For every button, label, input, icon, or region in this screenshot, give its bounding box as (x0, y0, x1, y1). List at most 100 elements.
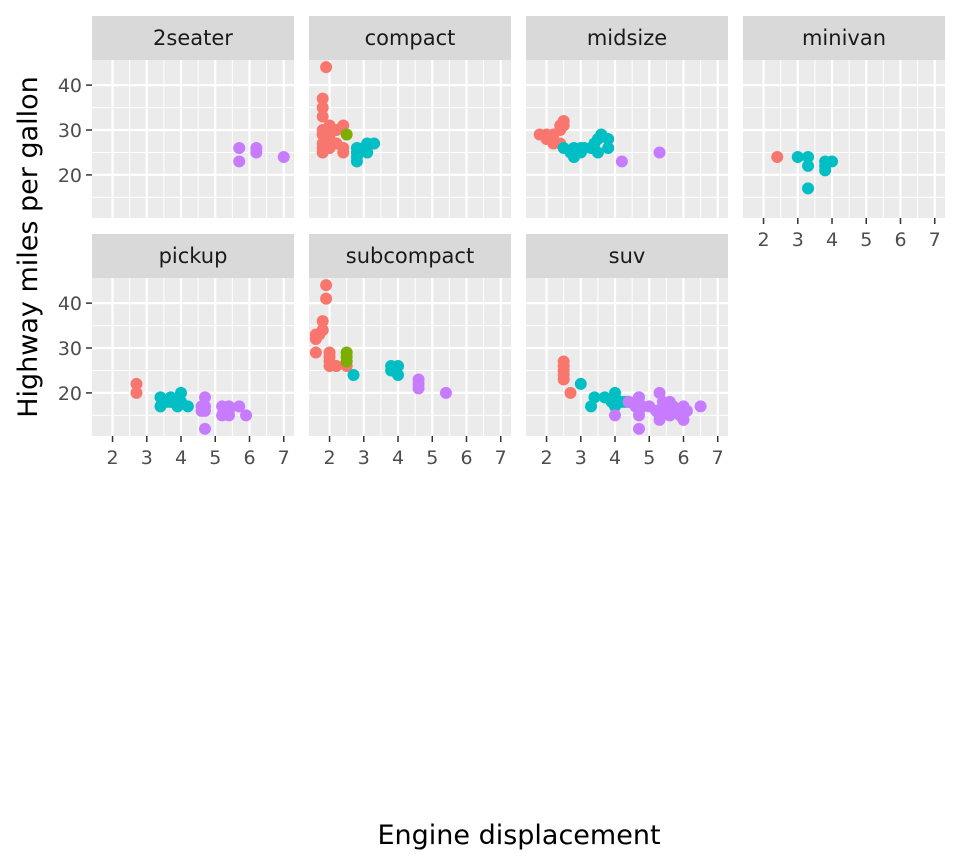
data-point (771, 150, 784, 163)
x-tick-label: 7 (278, 447, 290, 469)
data-point (181, 400, 194, 413)
x-tick-label: 6 (243, 447, 255, 469)
x-tick-label: 5 (860, 229, 872, 251)
strip-minivan (743, 16, 945, 60)
data-point (198, 422, 211, 435)
data-point (130, 377, 143, 390)
x-tick-label: 7 (712, 447, 724, 469)
x-tick-label: 2 (757, 229, 769, 251)
data-point (694, 400, 707, 413)
data-point (368, 137, 381, 150)
data-point (240, 409, 253, 422)
data-point (347, 368, 360, 381)
strip-label-midsize: midsize (587, 26, 667, 50)
strip-subcompact (309, 234, 511, 278)
strip-label-subcompact: subcompact (346, 244, 474, 268)
panel-minivan: minivan (743, 16, 945, 218)
data-point (574, 146, 587, 159)
data-point (602, 133, 615, 145)
data-point (198, 404, 211, 417)
x-tick-label: 3 (575, 447, 587, 469)
y-tick-label: 30 (58, 120, 82, 142)
data-point (802, 159, 815, 172)
strip-compact (309, 16, 511, 60)
data-point (802, 150, 815, 163)
data-point (337, 146, 350, 159)
x-tick-label: 4 (609, 447, 621, 469)
strip-midsize (526, 16, 728, 60)
data-point (320, 279, 333, 292)
y-tick-label: 30 (58, 338, 82, 360)
x-tick-label: 5 (426, 447, 438, 469)
plot-background-suv (526, 278, 728, 436)
data-point (588, 137, 601, 150)
y-tick-label: 20 (58, 383, 82, 405)
x-tick-label: 7 (495, 447, 507, 469)
panel-midsize: midsize (526, 16, 728, 218)
x-axes: 2 3 4 5 6 72 3 4 5 6 7 2 3 4 5 6 7 2 3 4 5 6 7 (106, 218, 941, 469)
data-point (316, 124, 329, 137)
x-tick-label: 2 (323, 447, 335, 469)
x-tick-label: 6 (894, 229, 906, 251)
panel-subcompact: subcompact (309, 234, 511, 436)
y-axes: 20 30 40 20 30 40 (58, 75, 92, 405)
strip-suv (526, 234, 728, 278)
data-point (222, 409, 235, 422)
plot-background-compact (309, 60, 511, 218)
data-point (316, 110, 329, 123)
data-point (656, 395, 669, 408)
data-point (316, 101, 329, 114)
data-point (350, 150, 363, 163)
data-point (198, 391, 211, 404)
x-tick-label: 5 (209, 447, 221, 469)
data-point (543, 133, 556, 145)
data-point (392, 368, 405, 381)
data-point (605, 395, 618, 408)
y-axis-title: Highway miles per gallon (13, 76, 44, 418)
data-point (609, 409, 622, 422)
data-point (316, 324, 329, 337)
data-point (802, 182, 815, 195)
plot-background-minivan (743, 60, 945, 218)
facet-panels: 2seater compact midsize minivan pickup subcom… (92, 16, 945, 436)
data-point (233, 141, 246, 154)
data-point (653, 146, 666, 159)
x-tick-label: 3 (792, 229, 804, 251)
strip-label-suv: suv (609, 244, 646, 268)
x-axis-title: Engine displacement (377, 820, 660, 851)
data-point (615, 155, 628, 168)
data-point (233, 155, 246, 168)
x-tick-label: 7 (929, 229, 941, 251)
data-point (574, 377, 587, 390)
data-point (412, 382, 425, 395)
data-point (791, 150, 804, 163)
data-point (340, 355, 353, 368)
data-point (340, 128, 353, 141)
plot-background-pickup (92, 278, 294, 436)
data-point (564, 146, 577, 159)
data-point (826, 155, 839, 168)
strip-label-2seater: 2seater (153, 26, 233, 50)
x-tick-label: 4 (826, 229, 838, 251)
data-point (557, 119, 570, 132)
y-tick-label: 40 (58, 75, 82, 97)
data-point (392, 359, 405, 372)
data-point (316, 315, 329, 328)
data-point (557, 373, 570, 386)
data-point (277, 150, 290, 163)
panel-suv: suv (526, 234, 728, 436)
data-point (323, 355, 336, 368)
data-point (588, 391, 601, 404)
data-point (316, 137, 329, 150)
x-tick-label: 2 (106, 447, 118, 469)
data-point (130, 386, 143, 399)
data-point (233, 400, 246, 413)
plot-background-2seater (92, 60, 294, 218)
data-point (175, 386, 188, 399)
data-point (602, 141, 615, 154)
data-point (357, 141, 370, 154)
data-point (250, 146, 263, 159)
data-point (320, 61, 333, 74)
y-tick-label: 20 (58, 165, 82, 187)
